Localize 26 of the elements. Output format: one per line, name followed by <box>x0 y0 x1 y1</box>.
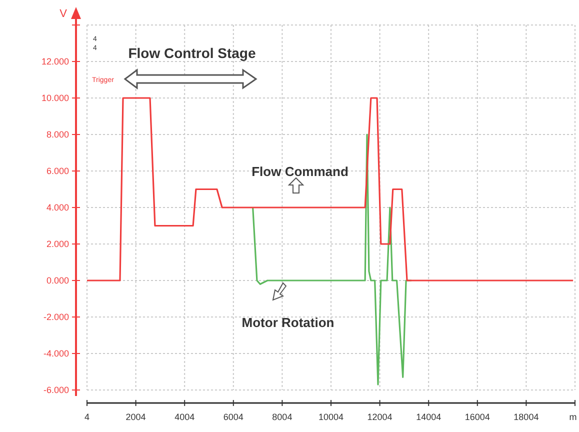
y-tick-label: -2.000 <box>43 312 69 322</box>
y-tick-label: 8.000 <box>46 130 69 140</box>
series-label: Flow Command <box>252 164 348 179</box>
x-tick-label: 2004 <box>126 412 146 422</box>
x-tick-label: 4004 <box>174 412 195 422</box>
y-tick-label: 0.000 <box>46 276 69 286</box>
y-tick-label: 2.000 <box>46 239 69 250</box>
y-tick-label: -6.000 <box>43 385 69 396</box>
y-tick-label: -4.000 <box>43 348 69 359</box>
x-tick-label: 10004 <box>318 412 344 422</box>
x-tick-label: 6004 <box>223 412 244 422</box>
line-series <box>86 97 574 282</box>
x-axis-title: m <box>569 412 577 422</box>
y-tick-label: 10.000 <box>41 93 69 104</box>
x-tick-label: 16004 <box>464 412 490 422</box>
x-tick-label: 14004 <box>416 412 442 422</box>
x-tick-label: 8004 <box>272 412 292 422</box>
y-tick-label: 4.000 <box>46 202 69 213</box>
text: Motor Rotation <box>242 315 334 330</box>
x-tick-label: 4 <box>84 412 90 422</box>
y-axis-title: V <box>60 8 68 20</box>
x-tick-label: 18004 <box>514 412 539 422</box>
annotation: Flow Control Stage <box>128 45 256 61</box>
x-tick-label: 12004 <box>367 412 392 422</box>
y-tick-label: 6.000 <box>46 166 69 176</box>
y-tick-label: 12.000 <box>41 56 69 67</box>
